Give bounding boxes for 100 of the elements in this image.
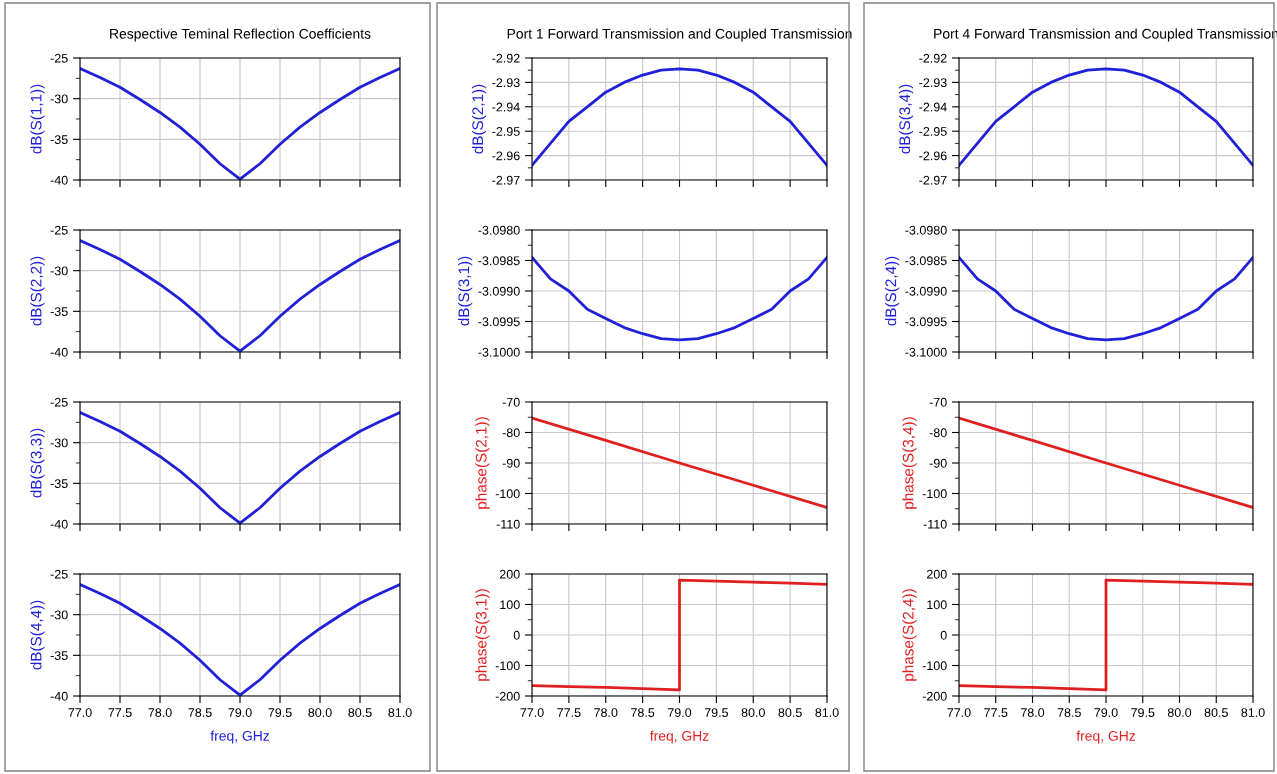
x-tick-label: 79.5: [704, 708, 729, 717]
y-tick-label: 0: [940, 630, 947, 640]
x-tick-label: 78.5: [631, 708, 655, 717]
y-tick-label: -100: [495, 489, 520, 499]
y-tick-label: -2.97: [919, 175, 947, 185]
y-tick-label: -30: [50, 94, 68, 104]
y-tick-label: -100: [922, 489, 947, 499]
y-tick-label: -2.93: [919, 78, 947, 88]
y-tick-label: -2.97: [492, 175, 520, 185]
y-tick-label: -90: [502, 458, 520, 468]
x-tick-label: 77.0: [947, 708, 971, 717]
y-axis-title: phase(S(2,4)): [902, 589, 917, 681]
y-axis-title: dB(S(1,1)): [30, 84, 45, 154]
y-axis-title: dB(S(3,4)): [898, 84, 914, 154]
y-axis-title: phase(S(3,4)): [902, 417, 917, 509]
y-tick-label: -2.96: [492, 151, 520, 161]
y-tick-label: -40: [50, 691, 68, 701]
y-tick-label: -30: [50, 266, 68, 276]
x-tick-label: 80.0: [741, 708, 765, 717]
y-tick-label: -200: [922, 691, 947, 701]
y-tick-label: -80: [502, 428, 520, 438]
x-tick-label: 78.0: [1020, 708, 1045, 717]
y-tick-label: -70: [929, 397, 947, 407]
y-tick-label: 100: [500, 600, 520, 610]
y-tick-label: -3.0980: [905, 225, 947, 235]
line-series: [959, 256, 1253, 342]
line-series: [959, 67, 1253, 167]
x-tick-label: 78.0: [594, 708, 618, 717]
chart-title: Respective Teminal Reflection Coefficients: [110, 28, 371, 42]
x-tick-label: 78.5: [188, 708, 212, 717]
y-tick-label: -3.0980: [478, 225, 520, 235]
y-tick-label: -2.92: [919, 53, 947, 63]
y-tick-label: -35: [50, 651, 68, 660]
line-series: [532, 256, 827, 342]
y-tick-label: -40: [50, 175, 68, 185]
x-tick-label: 80.5: [1204, 708, 1228, 717]
x-axis-title: freq, GHz: [1076, 730, 1136, 744]
x-tick-label: 77.5: [984, 708, 1008, 717]
y-tick-label: -80: [929, 428, 947, 438]
y-axis-title: dB(S(4,4)): [30, 600, 45, 670]
x-tick-label: 80.5: [778, 708, 802, 717]
y-tick-label: -2.95: [492, 127, 520, 136]
x-tick-label: 77.5: [108, 708, 132, 717]
y-tick-label: -2.93: [492, 78, 520, 88]
x-tick-label: 77.0: [520, 708, 544, 717]
y-tick-label: -30: [50, 438, 68, 448]
line-series: [532, 67, 827, 167]
line-series: [959, 416, 1253, 509]
x-tick-label: 77.0: [68, 708, 92, 717]
x-tick-label: 81.0: [1241, 708, 1265, 717]
y-tick-label: -90: [929, 458, 947, 468]
y-tick-label: -3.0995: [478, 317, 520, 327]
y-tick-label: -3.0985: [905, 256, 947, 266]
line-series: [959, 578, 1253, 692]
y-axis-title: phase(S(2,1)): [475, 417, 490, 509]
y-tick-label: 100: [927, 600, 947, 610]
line-series: [532, 578, 827, 692]
y-tick-label: -3.0990: [478, 286, 520, 296]
y-tick-label: -2.94: [492, 102, 520, 112]
x-tick-label: 78.0: [148, 708, 172, 717]
x-tick-label: 81.0: [388, 708, 412, 717]
y-tick-label: -2.92: [492, 53, 520, 63]
y-tick-label: -200: [495, 691, 520, 701]
x-axis-title: freq, GHz: [210, 730, 270, 744]
x-tick-label: 77.5: [557, 708, 581, 717]
y-tick-label: 0: [513, 630, 520, 640]
y-tick-label: -100: [922, 661, 947, 671]
y-tick-label: -3.1000: [905, 347, 947, 357]
y-axis-title: dB(S(3,3)): [30, 428, 45, 498]
y-axis-title: dB(S(2,1)): [471, 84, 487, 154]
y-tick-label: -2.94: [919, 102, 947, 112]
x-tick-label: 80.5: [348, 708, 372, 717]
chart-title: Port 1 Forward Transmission and Coupled Transmission: [507, 28, 852, 42]
y-tick-label: -40: [50, 347, 68, 357]
y-tick-label: -25: [50, 53, 68, 63]
y-tick-label: 200: [499, 569, 520, 579]
x-tick-label: 79.0: [1094, 708, 1118, 717]
y-tick-label: -110: [923, 519, 947, 529]
x-tick-label: 79.0: [228, 708, 252, 717]
y-tick-label: -70: [502, 397, 520, 407]
x-axis-title: freq, GHz: [649, 730, 709, 744]
y-tick-label: -100: [495, 661, 520, 671]
y-tick-label: -40: [50, 519, 68, 529]
y-tick-label: -110: [496, 519, 520, 529]
y-axis-title: phase(S(3,1)): [475, 589, 490, 681]
x-tick-label: 80.0: [308, 708, 332, 717]
x-tick-label: 79.5: [268, 708, 292, 717]
x-tick-label: 79.5: [1131, 708, 1155, 717]
x-tick-label: 78.5: [1057, 708, 1081, 717]
y-tick-label: -30: [50, 610, 68, 620]
y-tick-label: -2.96: [919, 151, 947, 161]
y-tick-label: -25: [50, 569, 68, 579]
line-series: [532, 416, 827, 509]
y-tick-label: -25: [50, 225, 68, 235]
y-tick-label: -3.0985: [478, 256, 520, 266]
y-tick-label: -3.0995: [905, 317, 947, 327]
y-tick-label: -35: [50, 479, 68, 488]
x-tick-label: 81.0: [815, 708, 839, 717]
y-axis-title: dB(S(3,1)): [458, 256, 473, 326]
y-tick-label: -25: [50, 397, 68, 407]
